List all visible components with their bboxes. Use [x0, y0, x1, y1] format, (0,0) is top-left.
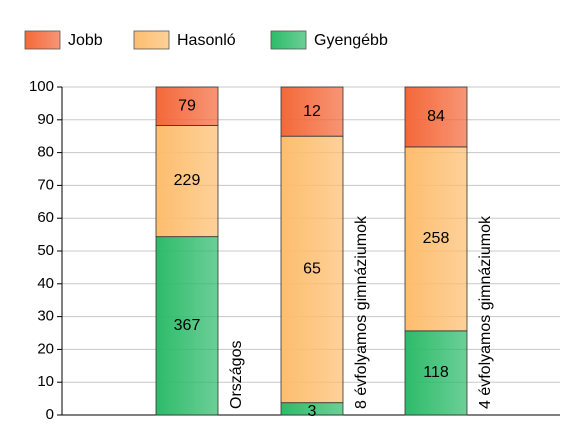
legend-swatch	[133, 30, 170, 50]
legend-label: Jobb	[68, 32, 103, 49]
legend-item: Hasonló	[133, 30, 236, 50]
legend-item: Gyengébb	[270, 30, 388, 50]
data-label: 118	[423, 364, 449, 381]
x-tick-label: Országos	[228, 341, 245, 409]
y-tick-label: 60	[37, 209, 54, 226]
bar-segment	[155, 236, 219, 416]
bar-segment	[404, 330, 468, 416]
y-tick-label: 50	[37, 242, 54, 259]
bar-segment	[280, 86, 344, 137]
bar-segment	[155, 124, 219, 238]
legend-swatch	[24, 30, 61, 50]
bar-segment	[155, 86, 219, 126]
bar-segment	[280, 135, 344, 404]
data-label: 84	[427, 108, 445, 125]
data-label: 79	[178, 97, 196, 114]
x-tick-label: 4 évfolyamos gimnáziumok	[477, 215, 494, 409]
data-label: 65	[303, 261, 321, 278]
bar-segment	[404, 86, 468, 148]
y-tick-label: 40	[37, 275, 54, 292]
legend-label: Gyengébb	[314, 32, 388, 49]
legend-label: Hasonló	[177, 32, 236, 49]
legend-item: Jobb	[24, 30, 103, 50]
legend-swatch	[270, 30, 307, 50]
y-tick-label: 20	[37, 340, 54, 357]
y-tick-label: 0	[46, 406, 54, 423]
data-label: 258	[423, 230, 450, 247]
y-tick-label: 70	[37, 176, 54, 193]
bar-segment	[404, 146, 468, 332]
y-tick-label: 90	[37, 111, 54, 128]
data-label: 12	[303, 103, 321, 120]
y-tick-label: 100	[29, 78, 54, 95]
data-label: 229	[174, 172, 201, 189]
x-tick-label: 8 évfolyamos gimnáziumok	[353, 215, 370, 409]
y-tick-label: 80	[37, 144, 54, 161]
data-label: 367	[174, 317, 201, 334]
y-tick-label: 30	[37, 308, 54, 325]
data-label: 3	[308, 403, 317, 420]
y-tick-label: 10	[37, 373, 54, 390]
